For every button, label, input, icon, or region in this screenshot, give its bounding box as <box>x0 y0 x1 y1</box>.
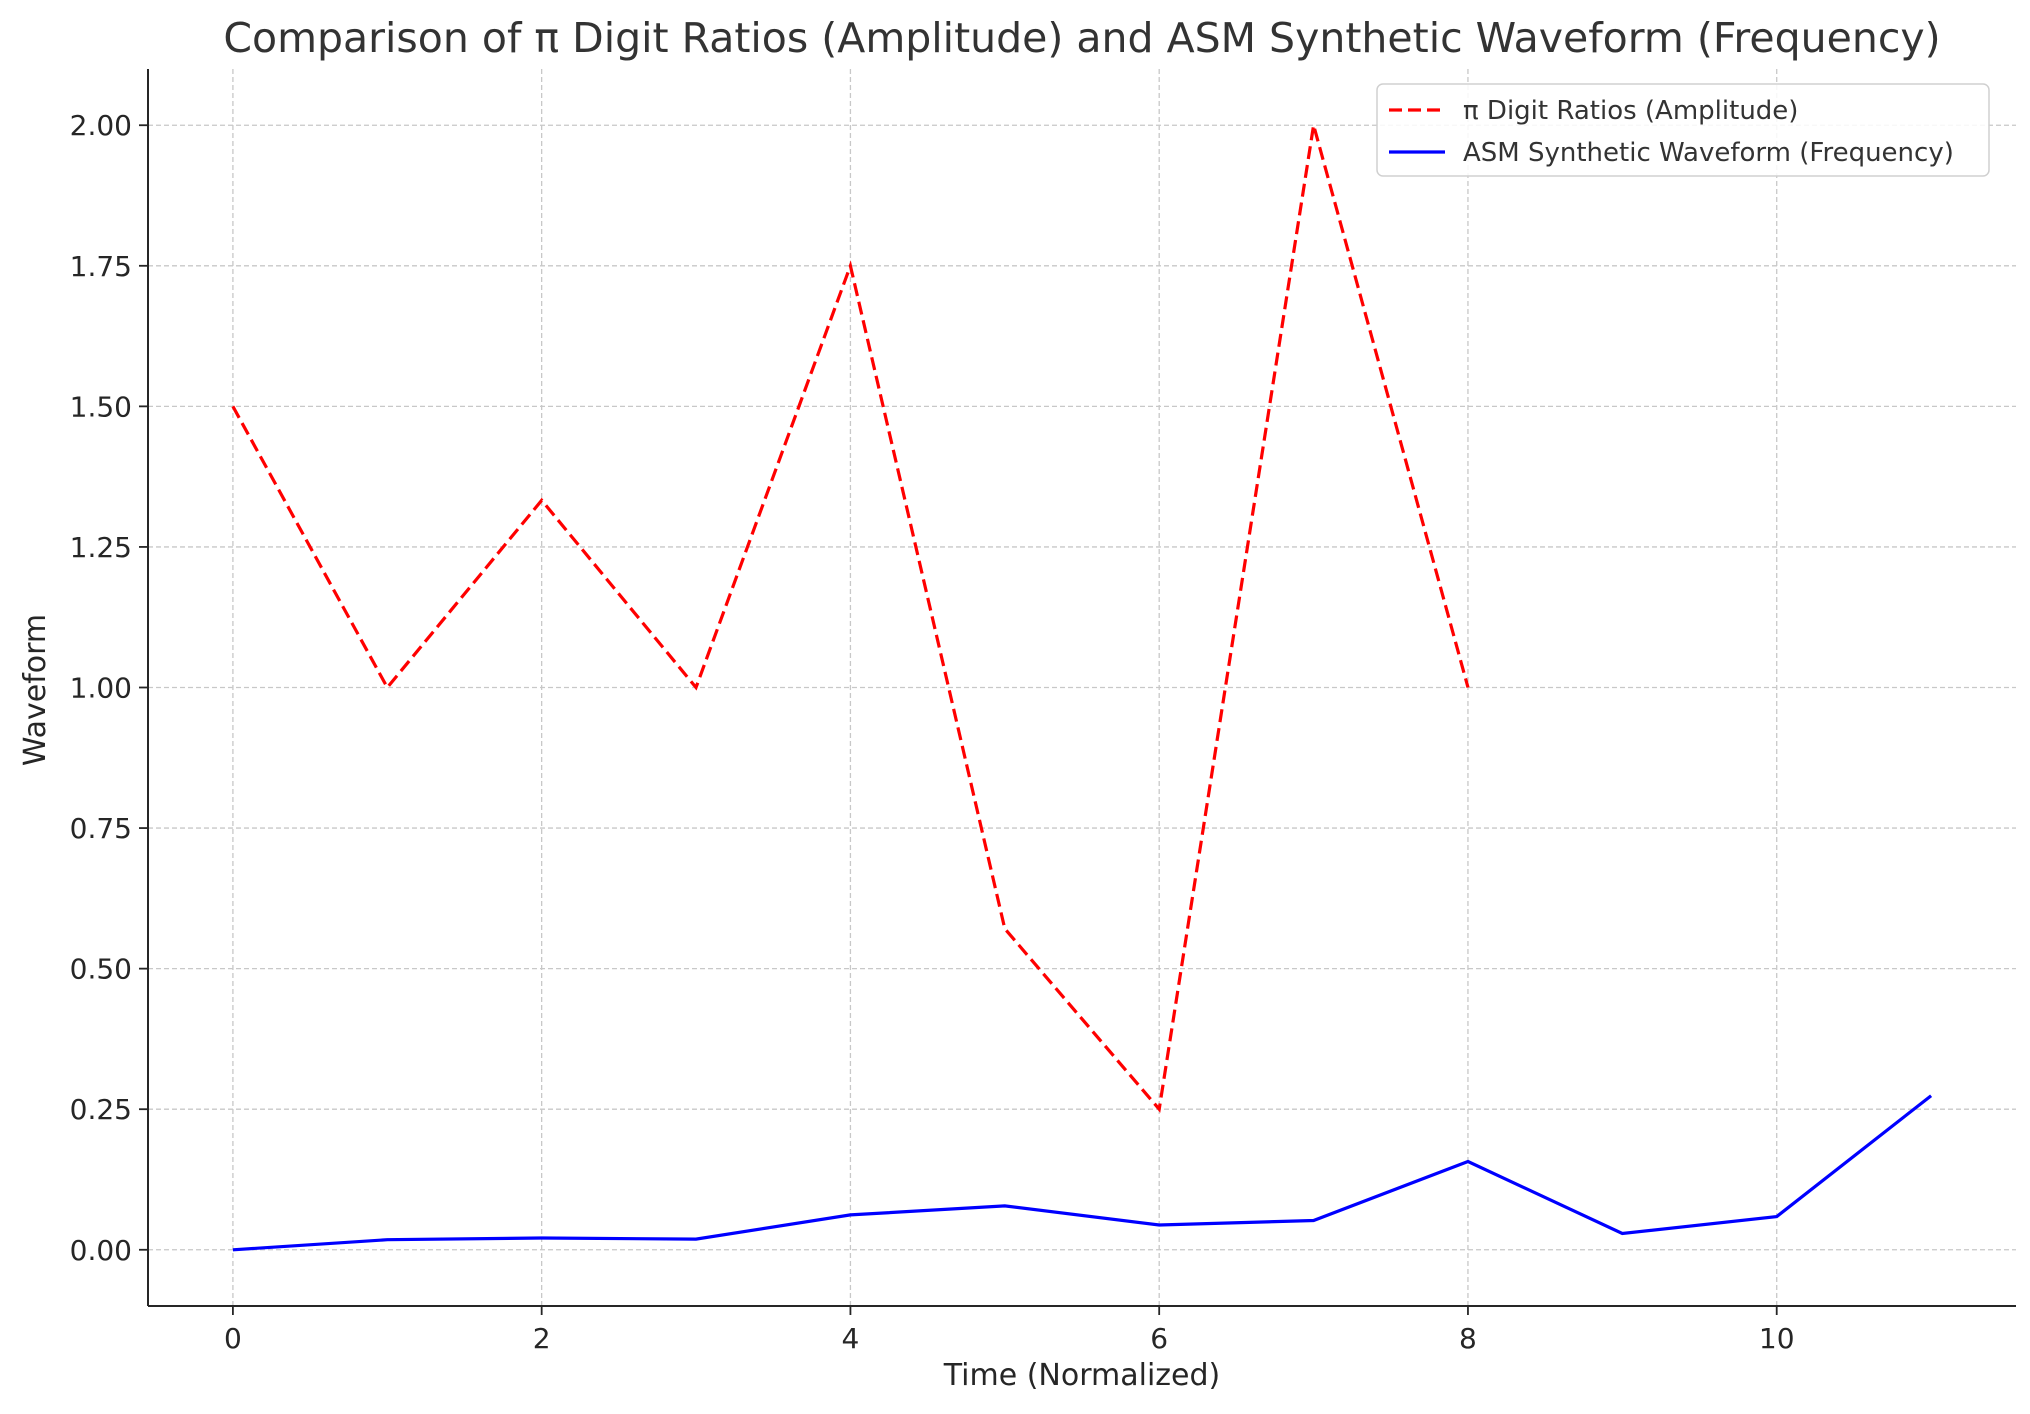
legend-entry-label: ASM Synthetic Waveform (Frequency) <box>1463 138 1954 168</box>
y-tick-label: 1.50 <box>70 390 132 423</box>
y-tick-label: 1.00 <box>70 672 132 705</box>
y-tick-label: 0.75 <box>70 812 132 845</box>
y-tick-label: 0.50 <box>70 953 132 986</box>
y-tick-label: 1.25 <box>70 531 132 564</box>
x-tick-label: 8 <box>1459 1322 1477 1355</box>
y-axis-ticks: 0.00 0.25 0.50 0.75 1.00 1.25 1.50 1.75 2.00 <box>70 109 148 1267</box>
y-tick-label: 0.25 <box>70 1093 132 1126</box>
y-tick-label: 0.00 <box>70 1234 132 1267</box>
series-line-2 <box>233 1096 1931 1250</box>
x-tick-label: 2 <box>533 1322 551 1355</box>
x-tick-label: 4 <box>842 1322 860 1355</box>
x-tick-label: 0 <box>224 1322 242 1355</box>
x-axis-label: Time (Normalized) <box>943 1358 1221 1393</box>
y-tick-label: 1.75 <box>70 250 132 283</box>
y-tick-label: 2.00 <box>70 109 132 142</box>
chart-title: Comparison of π Digit Ratios (Amplitude)… <box>223 14 1940 62</box>
x-axis-ticks: 0 2 4 6 8 10 <box>224 1306 1795 1355</box>
grid <box>148 69 2016 1306</box>
legend-entry-label: π Digit Ratios (Amplitude) <box>1463 96 1798 126</box>
legend: π Digit Ratios (Amplitude) ASM Synthetic … <box>1377 84 1989 176</box>
x-tick-label: 6 <box>1150 1322 1168 1355</box>
x-tick-label: 10 <box>1759 1322 1795 1355</box>
y-axis-label: Waveform <box>18 614 53 766</box>
